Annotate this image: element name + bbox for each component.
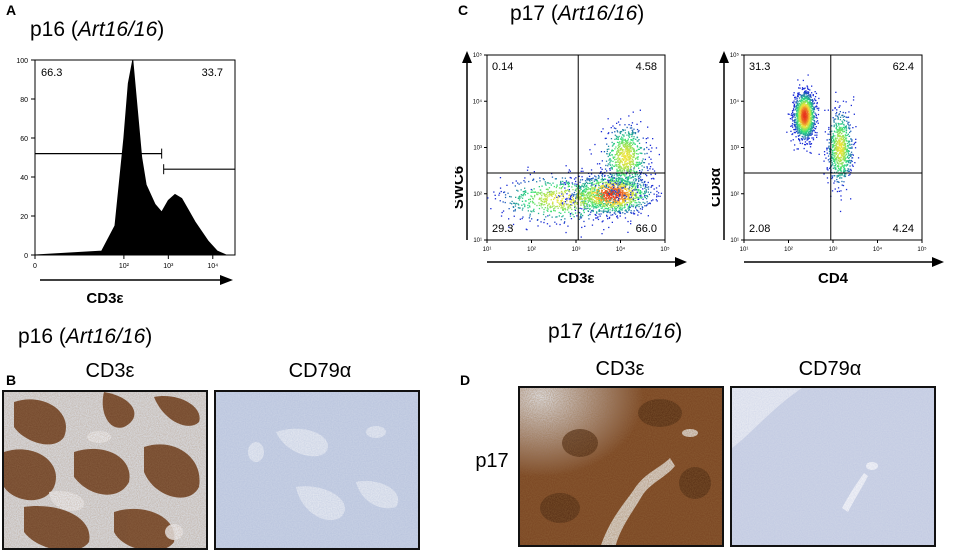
ihc-b-stain-left: CD3ε	[85, 360, 135, 382]
flow-plot-x-tick-label: 10⁵	[917, 246, 927, 253]
histogram-x-arrow-head	[220, 275, 233, 285]
flow-plot-cd8a-cd4: 10¹ 10² 10³ 10⁴ 10⁵ 10¹ 10² 10³ 10⁴ 10⁵ 31.3 62.4 2.…	[712, 51, 944, 287]
histogram-gate-label-negative: 66.3	[41, 67, 62, 79]
panel-b-title-prefix: p16 (	[18, 325, 66, 348]
flow-plot-x-arrow-head	[675, 257, 687, 267]
flow-plot-y-tick-label: 10¹	[473, 238, 482, 244]
flow-plot-y-tick-label: 10⁴	[730, 98, 740, 105]
flow-plot-y-arrow-head	[719, 51, 729, 63]
ihc-d-cd79a-stain	[732, 388, 934, 545]
panel-b-title-italic: Art16/16	[65, 325, 146, 348]
histogram-x-axis-label: CD3ε	[86, 290, 123, 307]
flow-plot-x-tick-label: 10⁴	[873, 246, 883, 253]
histogram-y-tick-label: 100	[16, 58, 28, 65]
flow-plot-y-tick-label: 10³	[730, 146, 739, 152]
flow-plot-quadrant-top-right: 62.4	[893, 61, 914, 73]
ihc-d-stain-right: CD79α	[798, 358, 862, 380]
flow-plot-x-tick-label: 10²	[784, 247, 793, 253]
ihc-b-stain-right: CD79α	[288, 360, 352, 382]
panel-letter-a: A	[6, 2, 17, 18]
flow-plot-x-tick-label: 10⁴	[616, 246, 626, 253]
panel-a-title-prefix: p16 (	[30, 18, 78, 41]
panel-c-title: p17 (Art16/16)	[510, 2, 644, 26]
histogram-y-tick-label: 60	[20, 136, 28, 143]
panel-a-title-suffix: )	[157, 18, 165, 41]
histogram-x-tick-label: 10²	[119, 263, 130, 270]
flow-plot-x-axis-label: CD4	[818, 270, 849, 287]
panel-a-title: p16 (Art16/16)	[30, 18, 164, 42]
ihc-image-b-cd79a	[214, 390, 420, 550]
flow-plot-y-tick-label: 10¹	[730, 238, 739, 244]
panel-c-title-suffix: )	[637, 2, 645, 25]
ihc-image-d-cd79a	[730, 386, 936, 547]
flow-plot-y-tick-label: 10⁵	[473, 52, 483, 59]
flow-plot-quadrant-bottom-right: 66.0	[636, 223, 657, 235]
flow-plot-x-tick-label: 10³	[829, 247, 838, 253]
panel-d-title-italic: Art16/16	[595, 320, 676, 343]
panel-c-title-prefix: p17 (	[510, 2, 558, 25]
flow-plot-x-arrow-head	[932, 257, 944, 267]
flow-plot-x-tick-label: 10¹	[483, 247, 492, 253]
panel-c-title-italic: Art16/16	[557, 2, 638, 25]
panel-letter-b: B	[6, 372, 17, 388]
flow-plot-quadrant-bottom-left: 2.08	[749, 223, 770, 235]
flow-plot-x-tick-label: 10¹	[740, 247, 749, 253]
histogram-x-tick-label: 10⁴	[207, 263, 218, 270]
panel-d-title-prefix: p17 (	[548, 320, 596, 343]
panel-b-title-suffix: )	[145, 325, 153, 348]
flow-plot-x-tick-label: 10²	[527, 247, 536, 253]
flow-plot-swc6-cd3e: 10¹ 10² 10³ 10⁴ 10⁵ 10¹ 10² 10³ 10⁴ 10⁵ 0.14 4.58 29…	[455, 51, 687, 287]
panel-a-title-italic: Art16/16	[77, 18, 158, 41]
ihc-d-row-label: p17	[475, 450, 509, 472]
flow-plot-quadrant-bottom-right: 4.24	[893, 223, 914, 235]
flow-plot-x-tick-label: 10⁵	[660, 246, 670, 253]
panel-b-title: p16 (Art16/16)	[18, 325, 152, 349]
histogram-area	[34, 59, 227, 256]
flow-plot-y-axis-label: CD8α	[712, 167, 724, 207]
histogram-y-tick-label: 40	[20, 175, 28, 182]
ihc-b-cd3e-stain	[4, 392, 206, 548]
flow-plot-y-tick-label: 10²	[473, 192, 482, 198]
ihc-image-d-cd3e	[518, 386, 724, 547]
flow-plot-quadrant-top-right: 4.58	[636, 61, 657, 73]
flow-plot-y-tick-label: 10⁵	[730, 52, 740, 59]
flow-plot-y-axis-label: SWC6	[455, 166, 467, 209]
panel-letter-c: C	[458, 2, 469, 18]
flow-plot-x-axis-label: CD3ε	[557, 270, 594, 287]
histogram-chart: 0 20 40 60 80 100 0 10² 10³ 10⁴ 66.3 33.7 CD3ε	[16, 58, 236, 307]
flow-plot-y-tick-label: 10³	[473, 146, 482, 152]
histogram-x-tick-label: 0	[33, 263, 37, 270]
flow-plot-events	[487, 109, 663, 238]
flow-plot-quadrant-top-left: 0.14	[492, 61, 513, 73]
histogram-x-tick-label: 10³	[163, 263, 174, 270]
panel-letter-d: D	[460, 372, 471, 388]
flow-plot-y-tick-label: 10²	[730, 192, 739, 198]
histogram-y-tick-label: 0	[24, 253, 28, 260]
flow-plot-y-tick-label: 10⁴	[473, 98, 483, 105]
ihc-d-stain-left: CD3ε	[595, 358, 645, 380]
ihc-image-b-cd3e	[2, 390, 208, 550]
flow-plot-quadrant-top-left: 31.3	[749, 61, 770, 73]
histogram-gate-label-positive: 33.7	[202, 67, 223, 79]
flow-plot-x-tick-label: 10³	[572, 247, 581, 253]
histogram-y-tick-label: 80	[20, 97, 28, 104]
flow-plot-frame	[486, 54, 666, 241]
histogram-y-tick-label: 20	[20, 214, 28, 221]
ihc-b-cd79a-stain	[216, 392, 418, 548]
flow-plot-y-arrow-head	[462, 51, 472, 63]
flow-plot-quadrant-bottom-left: 29.3	[492, 223, 513, 235]
panel-d-title: p17 (Art16/16)	[548, 320, 682, 344]
flow-plot-events	[786, 74, 860, 213]
ihc-d-cd3e-stain	[520, 388, 722, 545]
panel-d-title-suffix: )	[675, 320, 683, 343]
